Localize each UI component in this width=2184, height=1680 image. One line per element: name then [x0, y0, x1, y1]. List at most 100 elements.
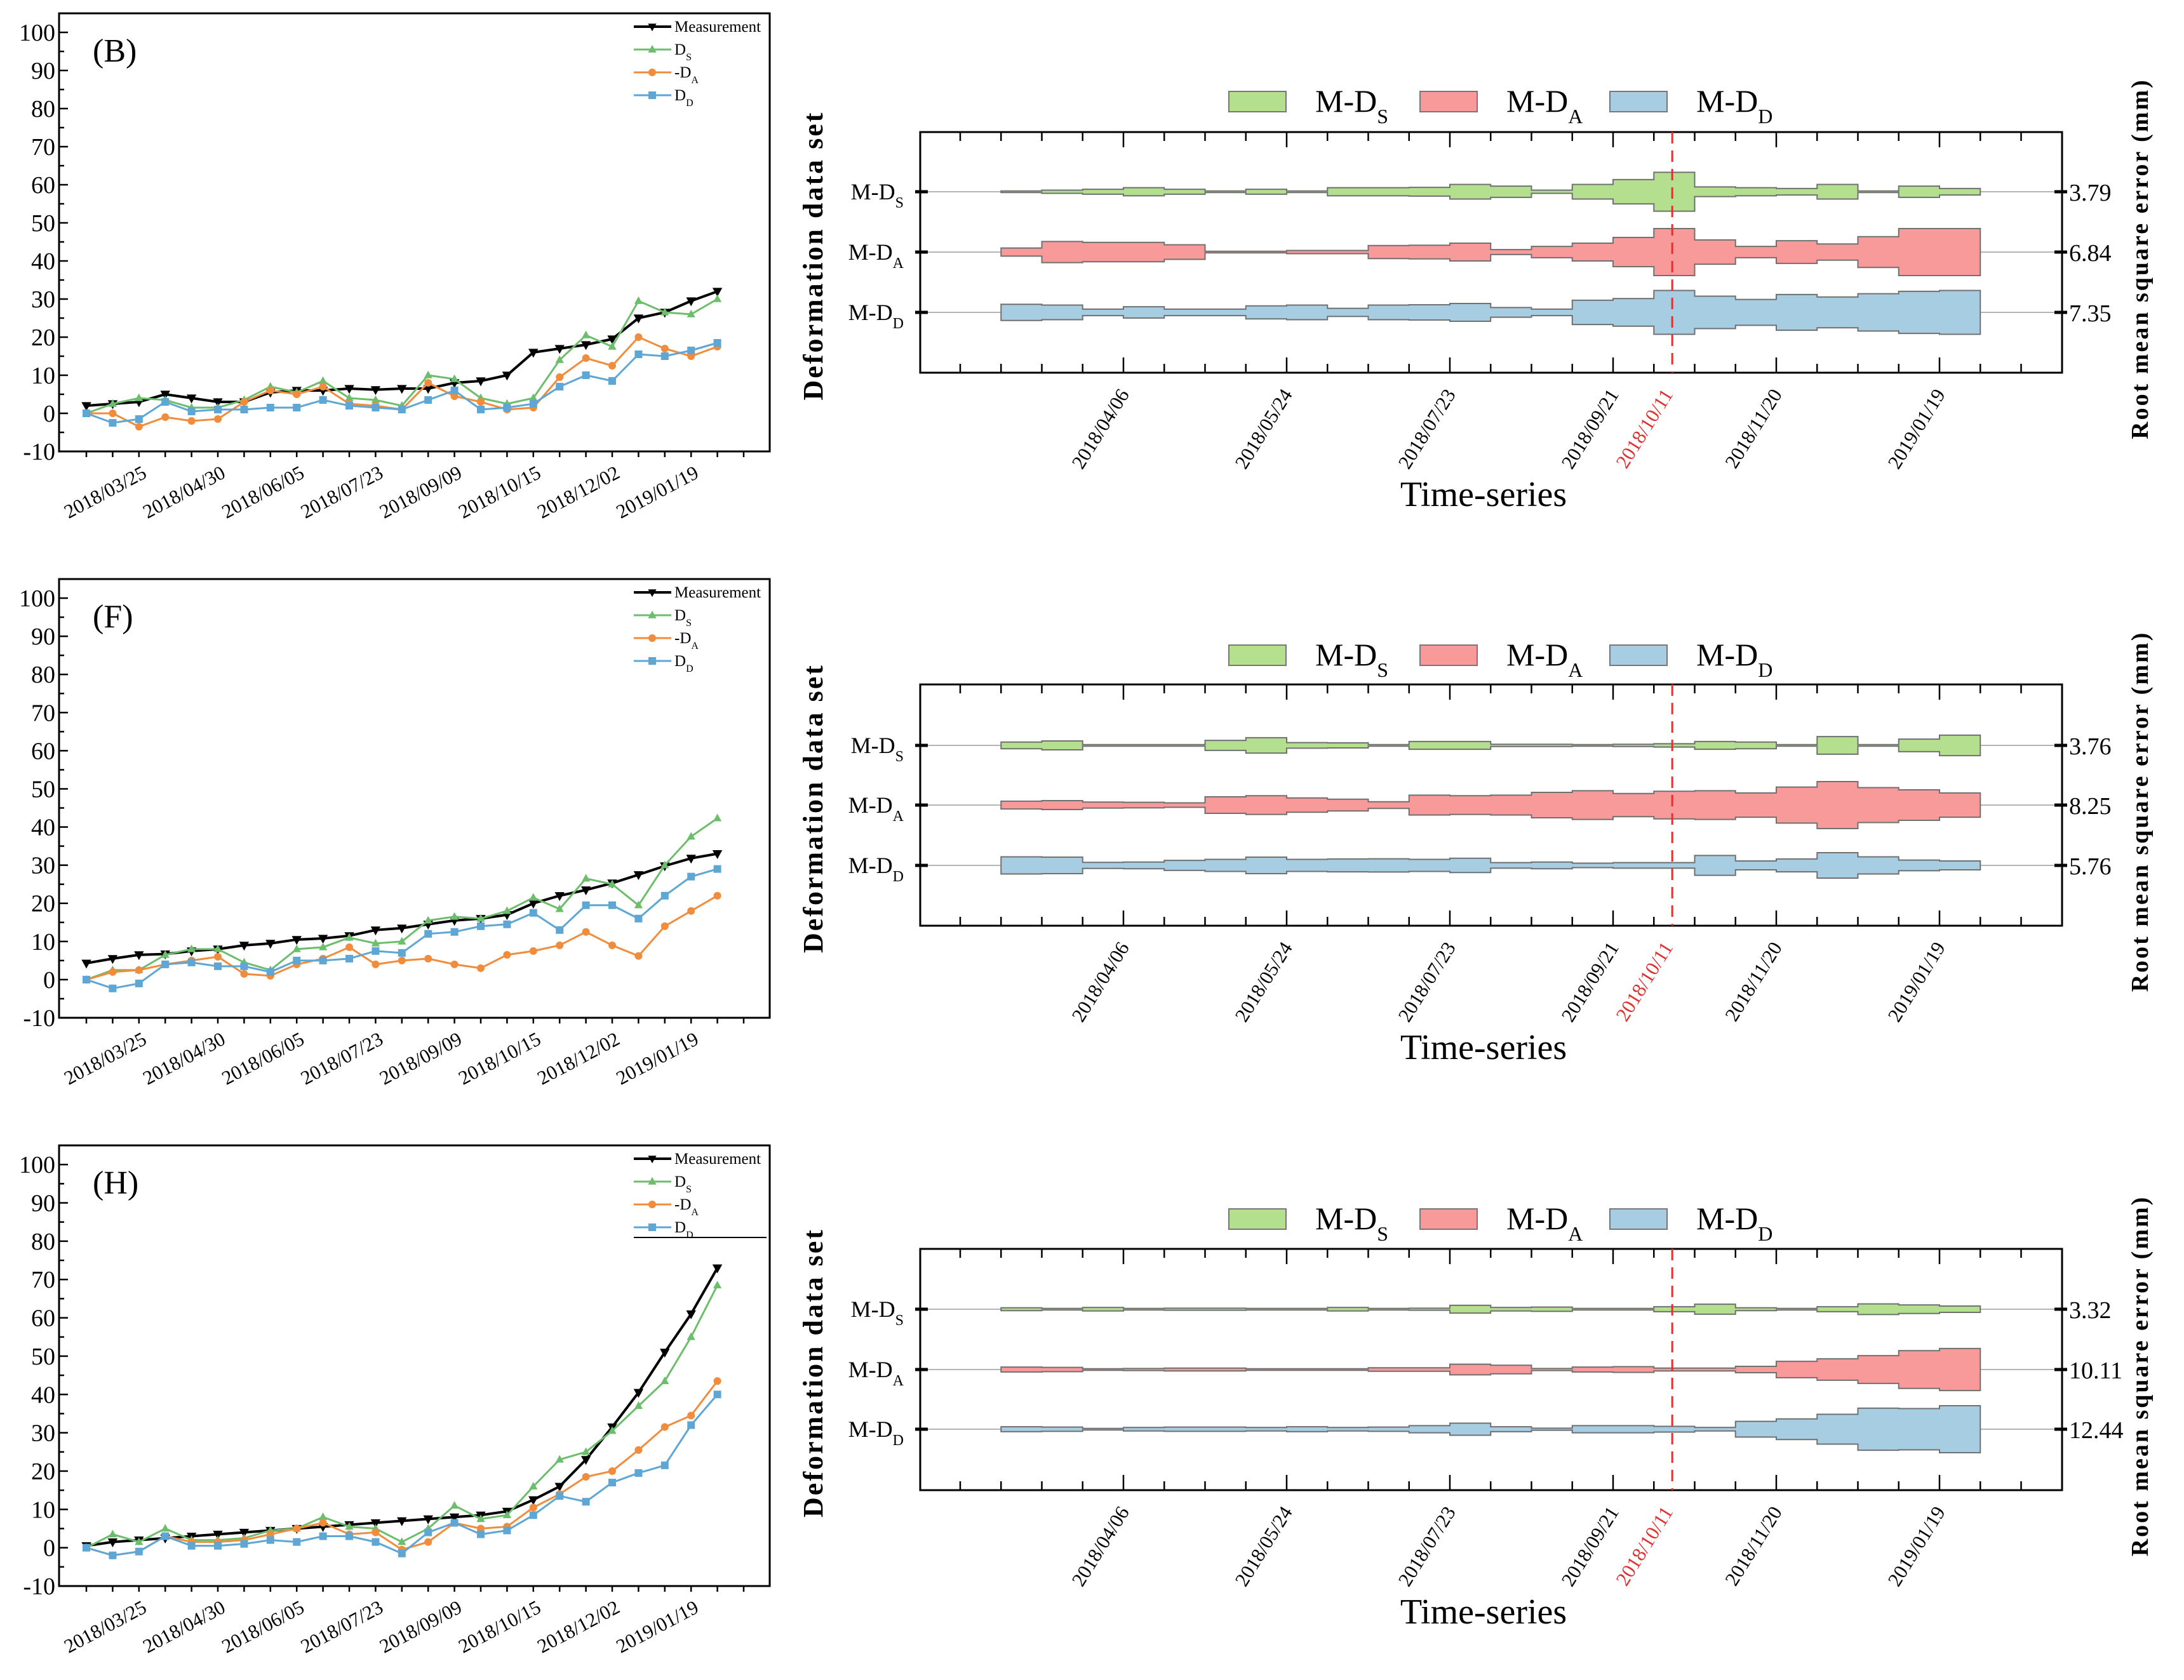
series-line [86, 1267, 719, 1547]
data-point [607, 335, 617, 345]
data-point [319, 396, 327, 404]
x-tick-label: 2018/07/23 [1393, 385, 1460, 472]
data-point [686, 297, 696, 307]
data-point [450, 912, 459, 920]
rmse-value: 3.76 [2069, 733, 2112, 760]
data-point [503, 1526, 511, 1535]
legend-label-sub: A [1568, 1222, 1583, 1245]
series-measurement [81, 1264, 723, 1552]
data-point [319, 956, 327, 964]
legend-label-main: D [674, 653, 686, 670]
y-tick-label: 20 [31, 324, 55, 351]
data-point [477, 1524, 485, 1533]
y-tick-label: 10 [31, 929, 55, 956]
y-tick-label: 80 [31, 96, 55, 123]
row-label-sub: S [895, 195, 904, 211]
plot-frame [58, 12, 771, 453]
data-point [713, 339, 721, 347]
series-line [86, 1394, 718, 1557]
data-point [345, 1522, 354, 1530]
data-point [582, 371, 590, 379]
legend-label-main: Measurement [674, 18, 761, 36]
x-tick-label: 2018/10/15 [455, 461, 544, 523]
legend-label-main: D [674, 41, 686, 58]
legend-label-sub: S [1377, 1222, 1388, 1245]
data-point [686, 855, 696, 864]
data-point [161, 1524, 170, 1532]
data-point [187, 958, 196, 966]
data-point [293, 1524, 301, 1533]
legend-marker [648, 634, 656, 642]
data-point [503, 950, 511, 959]
data-point [135, 415, 143, 423]
legend-label-sub: D [686, 1230, 693, 1241]
row-label: M-DA [848, 239, 904, 272]
data-point [319, 942, 328, 950]
x-tick-label: 2018/10/15 [455, 1596, 544, 1657]
data-point [135, 979, 143, 987]
series-line [86, 852, 718, 965]
x-tick-label: 2018/10/15 [455, 1027, 544, 1089]
legend-label-sub: A [691, 1207, 699, 1218]
data-point [266, 1530, 274, 1538]
row-label-main: M-D [851, 733, 895, 758]
data-point [713, 1281, 722, 1289]
x-tick-label: 2018/04/06 [1067, 938, 1134, 1025]
row-label-main: M-D [848, 1357, 893, 1382]
data-point [582, 1473, 590, 1481]
y-tick-label: 100 [19, 1152, 55, 1178]
legend-label-main: D [674, 1219, 686, 1236]
data-point [608, 879, 617, 888]
legend-label-main: Measurement [674, 584, 761, 601]
data-point [160, 390, 170, 400]
data-point [398, 956, 406, 964]
x-tick-label: 2019/01/19 [1883, 1502, 1950, 1590]
y-axis-title: Deformation data set [798, 663, 829, 953]
legend-label-main: -D [674, 630, 691, 647]
data-point [398, 949, 406, 957]
data-point [345, 933, 354, 941]
data-point [424, 1538, 432, 1546]
row-label-sub: A [893, 255, 904, 272]
legend-label-sub: S [686, 52, 692, 63]
data-point [266, 1536, 274, 1544]
x-tick-label: 2018/07/23 [1393, 1502, 1460, 1590]
x-tick-label: 2018/07/23 [297, 461, 387, 523]
y-tick-label: 60 [31, 1305, 55, 1332]
row-label-main: M-D [851, 1297, 895, 1322]
data-point [582, 874, 591, 882]
y-tick-label: 10 [31, 363, 55, 389]
legend-label-sub: A [691, 641, 699, 651]
data-point [660, 1376, 669, 1384]
x-tick-label: 2018/06/05 [218, 1027, 307, 1089]
row-label: M-DA [848, 792, 904, 825]
data-point [398, 1537, 406, 1545]
data-point [214, 406, 222, 413]
data-point [713, 294, 722, 302]
data-point [476, 914, 485, 922]
data-point [108, 1530, 117, 1538]
x-tick-label: 2018/12/02 [533, 461, 623, 523]
x-tick-label: 2018/04/30 [139, 1596, 229, 1657]
data-point [660, 1423, 669, 1431]
data-point [555, 355, 564, 363]
data-point [502, 906, 511, 914]
data-point [687, 907, 695, 915]
data-point [660, 1461, 669, 1469]
legend-label-sub: D [1758, 105, 1772, 128]
series-ds [82, 1281, 722, 1551]
x-tick-label: 2018/12/02 [533, 1027, 623, 1089]
legend-label: DS [674, 1173, 692, 1195]
data-point [424, 916, 432, 924]
legend-label: Measurement [674, 18, 761, 36]
data-point [161, 950, 170, 958]
y-tick-label: 20 [31, 1458, 55, 1485]
legend-label: DS [674, 607, 692, 629]
x-axis-title: Time-series [1400, 475, 1567, 514]
x-tick-label: 2018/11/20 [1720, 1502, 1786, 1589]
x-tick-label: 2019/01/19 [612, 1596, 702, 1657]
data-point [529, 400, 537, 408]
data-point [370, 926, 381, 936]
data-point [713, 865, 721, 873]
x-tick-label: 2019/01/19 [1883, 938, 1950, 1025]
